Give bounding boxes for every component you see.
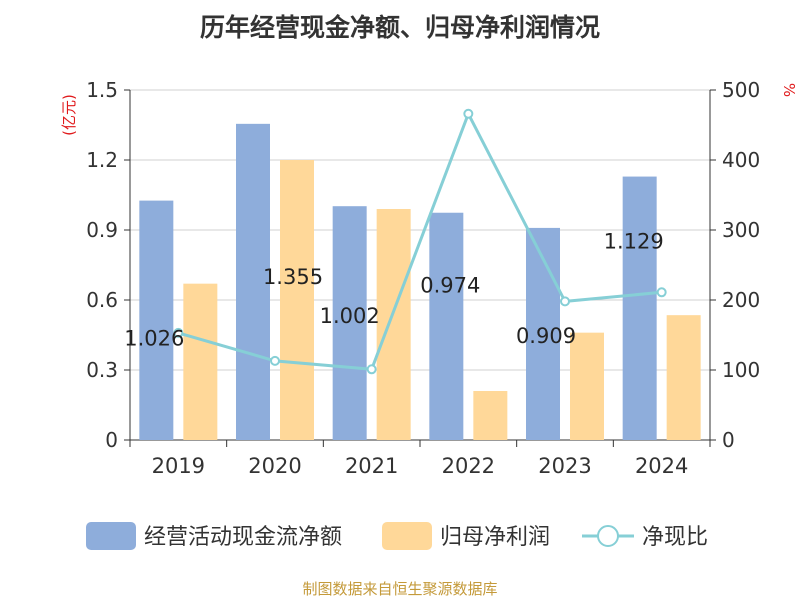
- y-right-axis-label: %: [780, 83, 798, 97]
- legend-swatch-net-profit: [382, 522, 432, 550]
- y-left-tick-label: 0.6: [86, 288, 118, 312]
- bar-cashflow: [139, 200, 174, 440]
- y-left-tick-label: 1.5: [86, 78, 118, 102]
- y-left-tick-label: 0.3: [86, 358, 118, 382]
- y-right-tick-label: 400: [722, 148, 760, 172]
- data-label: 1.355: [263, 265, 323, 289]
- data-label: 0.974: [420, 274, 480, 298]
- y-left-tick-label: 1.2: [86, 148, 118, 172]
- bar-net-profit: [570, 332, 604, 440]
- data-label: 1.026: [124, 327, 184, 351]
- y-right-tick-label: 300: [722, 218, 760, 242]
- source-footer: 制图数据来自恒生聚源数据库: [302, 580, 498, 598]
- y-right-tick-label: 500: [722, 78, 760, 102]
- data-label: 0.909: [516, 324, 576, 348]
- data-label: 1.129: [604, 230, 664, 254]
- x-tick-label: 2021: [345, 454, 398, 478]
- bar-net-profit: [376, 209, 411, 440]
- legend-marker-cash-ratio: [597, 525, 619, 547]
- legend-label-net-profit: 归母净利润: [440, 525, 550, 550]
- x-tick-label: 2019: [152, 454, 205, 478]
- bar-cashflow: [526, 227, 560, 440]
- bar-net-profit: [183, 283, 218, 440]
- line-point: [366, 364, 377, 375]
- x-tick-label: 2024: [635, 454, 688, 478]
- bar-net-profit: [280, 160, 314, 440]
- y-left-tick-label: 0: [105, 428, 118, 452]
- y-right-tick-label: 200: [722, 288, 760, 312]
- y-left-tick-label: 0.9: [86, 218, 118, 242]
- bar-net-profit: [666, 315, 701, 440]
- line-point: [560, 296, 570, 307]
- chart-title: 历年经营现金净额、归母净利润情况: [199, 13, 600, 42]
- bar-net-profit: [473, 391, 508, 440]
- x-tick-label: 2023: [538, 454, 591, 478]
- line-point: [173, 327, 184, 338]
- line-point: [270, 355, 280, 366]
- bar-cashflow: [429, 212, 464, 440]
- y-left-axis-label: (亿元): [60, 94, 78, 136]
- line-point: [463, 108, 474, 119]
- line-point: [656, 287, 667, 298]
- legend-swatch-cashflow: [86, 522, 136, 550]
- data-label: 1.002: [320, 304, 380, 328]
- x-tick-label: 2022: [442, 454, 495, 478]
- y-right-tick-label: 0: [722, 428, 735, 452]
- bar-cashflow: [332, 206, 367, 440]
- bar-cashflow: [622, 176, 657, 441]
- legend-label-cash-ratio: 净现比: [642, 525, 708, 550]
- line-series-cash-ratio: [177, 110, 662, 371]
- x-tick-label: 2020: [248, 454, 301, 478]
- legend-label-cashflow: 经营活动现金流净额: [144, 525, 342, 550]
- bar-cashflow: [236, 123, 270, 440]
- y-right-tick-label: 100: [722, 358, 760, 382]
